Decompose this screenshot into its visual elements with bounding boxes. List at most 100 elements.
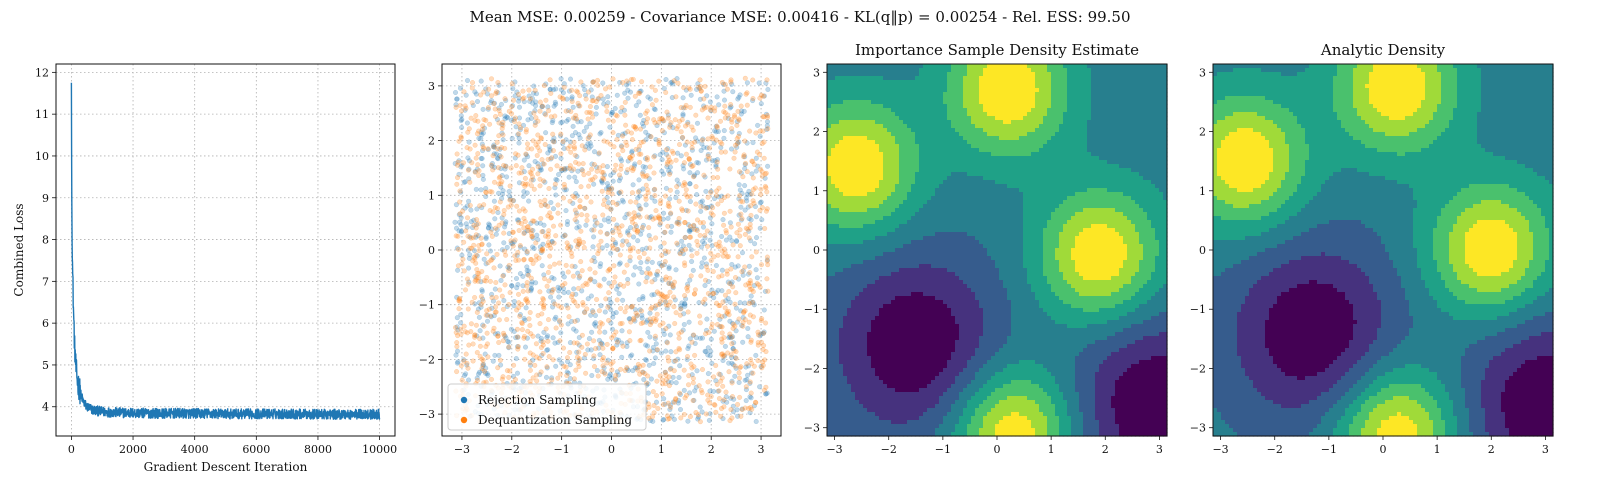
scatter-point xyxy=(737,169,742,174)
contour-cell xyxy=(1043,136,1048,141)
contour-cell xyxy=(1059,136,1064,141)
contour-cell xyxy=(1019,64,1024,69)
contour-cell xyxy=(995,112,1000,117)
scatter-point xyxy=(540,247,545,252)
contour-cell xyxy=(919,100,924,105)
contour-cell xyxy=(979,104,984,109)
scatter-point xyxy=(753,186,758,191)
scatter-point xyxy=(626,129,631,134)
contour-cell xyxy=(967,84,972,89)
scatter-point xyxy=(683,124,688,129)
contour-cell xyxy=(883,104,888,109)
scatter-point xyxy=(672,417,677,422)
contour-cell xyxy=(907,140,912,145)
scatter-point xyxy=(666,224,671,229)
contour-cell xyxy=(923,64,928,69)
scatter-point xyxy=(735,402,740,407)
scatter-point xyxy=(529,331,534,336)
scatter-point xyxy=(650,85,655,90)
contour-cell xyxy=(891,112,896,117)
scatter-point xyxy=(620,321,625,326)
contour-cell xyxy=(975,136,980,141)
scatter-point xyxy=(640,316,645,321)
contour-cell xyxy=(1055,88,1060,93)
contour-cell xyxy=(1151,92,1156,97)
scatter-point xyxy=(637,100,642,105)
contour-cell xyxy=(1035,148,1040,153)
scatter-point xyxy=(567,350,572,355)
scatter-point xyxy=(472,335,477,340)
contour-cell xyxy=(1151,68,1156,73)
contour-cell xyxy=(1055,132,1060,137)
scatter-point xyxy=(507,302,512,307)
contour-cell xyxy=(1131,80,1136,85)
contour-cell xyxy=(903,112,908,117)
scatter-point xyxy=(734,290,739,295)
contour-cell xyxy=(1131,96,1136,101)
contour-cell xyxy=(1143,64,1148,69)
scatter-point xyxy=(749,391,754,396)
scatter-point xyxy=(615,340,620,345)
contour-cell xyxy=(875,76,880,81)
scatter-point xyxy=(472,223,477,228)
y-tick-label: 0 xyxy=(428,244,435,257)
contour-cell xyxy=(1071,100,1076,105)
contour-cell xyxy=(983,116,988,121)
contour-cell xyxy=(847,72,852,77)
scatter-point xyxy=(711,269,716,274)
contour-cell xyxy=(1003,108,1008,113)
contour-cell xyxy=(907,124,912,129)
scatter-point xyxy=(457,306,462,311)
scatter-point xyxy=(482,324,487,329)
contour-cell xyxy=(939,148,944,153)
scatter-point xyxy=(653,356,658,361)
scatter-point xyxy=(574,113,579,118)
scatter-point xyxy=(619,159,624,164)
contour-cell xyxy=(1063,88,1068,93)
contour-cell xyxy=(1011,116,1016,121)
contour-cell xyxy=(1131,132,1136,137)
contour-cell xyxy=(1139,92,1144,97)
scatter-point xyxy=(677,363,682,368)
contour-cell xyxy=(867,116,872,121)
contour-cell xyxy=(1135,120,1140,125)
scatter-point xyxy=(486,260,491,265)
contour-cell xyxy=(1099,96,1104,101)
contour-cell xyxy=(1015,148,1020,153)
scatter-point xyxy=(643,111,648,116)
contour-cell xyxy=(1099,116,1104,121)
scatter-point xyxy=(486,146,491,151)
scatter-point xyxy=(512,119,517,124)
contour-cell xyxy=(1051,140,1056,145)
scatter-point xyxy=(583,371,588,376)
contour-cell xyxy=(987,104,992,109)
scatter-point xyxy=(580,268,585,273)
scatter-point xyxy=(508,369,513,374)
contour-cell xyxy=(1155,128,1160,133)
contour-cell xyxy=(1111,64,1116,69)
scatter-point xyxy=(571,327,576,332)
scatter-point xyxy=(474,323,479,328)
scatter-point xyxy=(590,115,595,120)
contour-cell xyxy=(879,92,884,97)
contour-cell xyxy=(1051,116,1056,121)
contour-cell xyxy=(1103,120,1108,125)
contour-cell xyxy=(871,112,876,117)
scatter-point xyxy=(503,253,508,258)
contour-cell xyxy=(907,68,912,73)
scatter-point xyxy=(480,269,485,274)
contour-cell xyxy=(943,136,948,141)
y-tick-label: 6 xyxy=(42,317,49,330)
scatter-point xyxy=(699,265,704,270)
scatter-point xyxy=(572,175,577,180)
contour-cell xyxy=(1047,88,1052,93)
contour-cell xyxy=(1047,100,1052,105)
scatter-point xyxy=(745,103,750,108)
contour-cell xyxy=(855,148,860,153)
contour-cell xyxy=(951,100,956,105)
contour-cell xyxy=(1123,108,1128,113)
scatter-point xyxy=(681,167,686,172)
contour-cell xyxy=(1039,80,1044,85)
contour-cell xyxy=(919,108,924,113)
contour-cell xyxy=(843,108,848,113)
